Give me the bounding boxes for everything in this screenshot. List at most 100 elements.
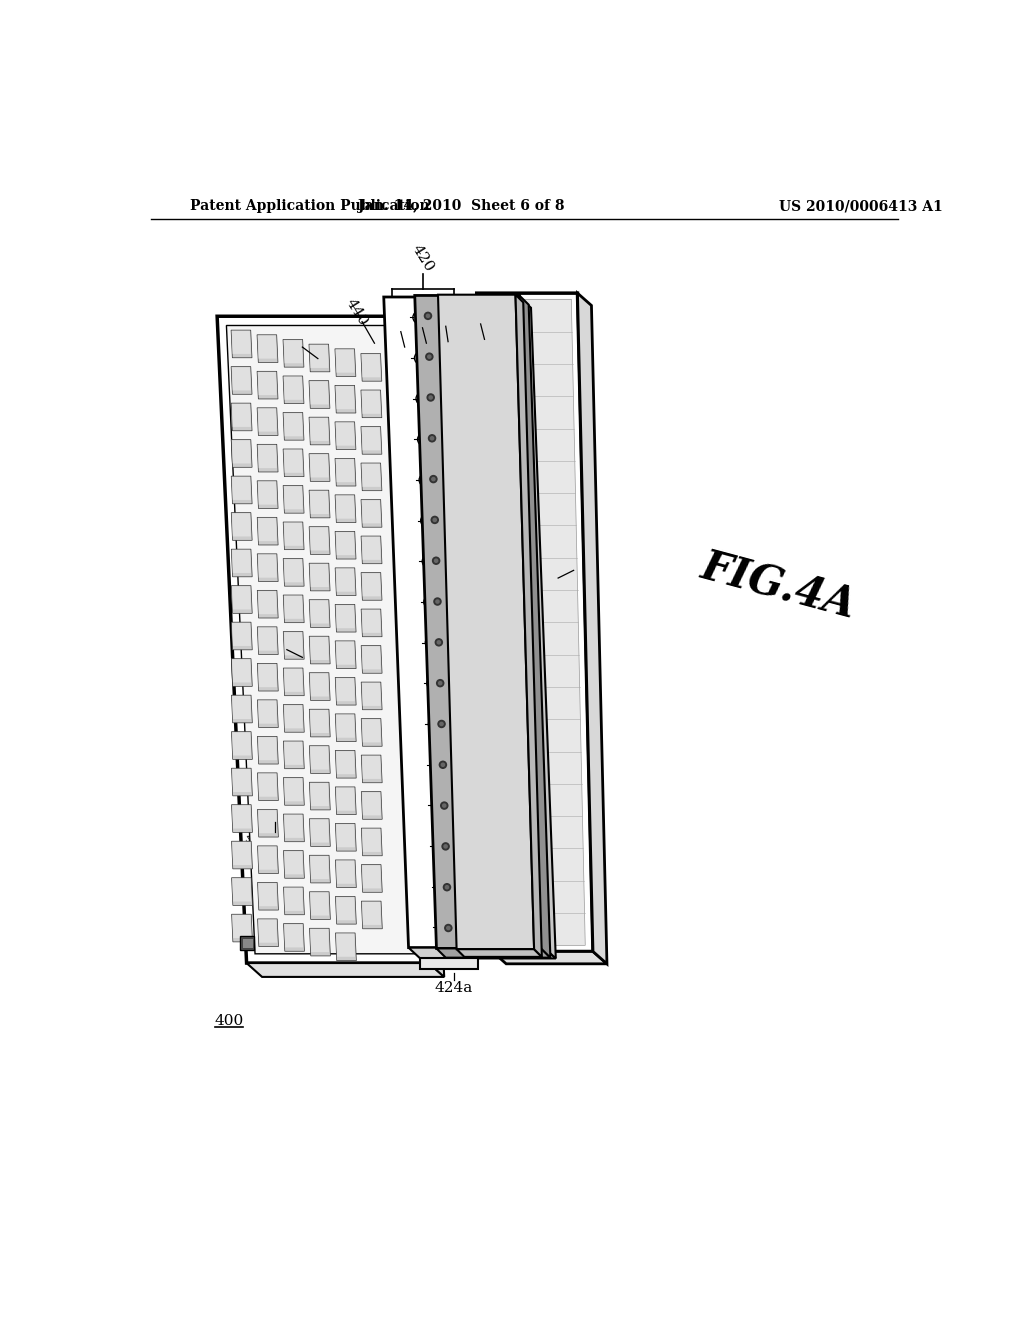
- Circle shape: [467, 436, 475, 444]
- Polygon shape: [258, 737, 278, 760]
- Circle shape: [474, 557, 482, 565]
- Polygon shape: [361, 609, 382, 636]
- Polygon shape: [284, 631, 304, 659]
- Polygon shape: [232, 477, 251, 500]
- Polygon shape: [310, 857, 329, 879]
- Circle shape: [446, 925, 451, 931]
- Polygon shape: [257, 480, 279, 508]
- Polygon shape: [285, 888, 303, 911]
- Polygon shape: [336, 898, 355, 920]
- Polygon shape: [362, 902, 381, 925]
- Polygon shape: [284, 595, 303, 619]
- Polygon shape: [310, 783, 329, 807]
- Polygon shape: [258, 919, 279, 946]
- Circle shape: [464, 354, 472, 362]
- Polygon shape: [284, 741, 304, 768]
- Polygon shape: [284, 558, 304, 586]
- Circle shape: [436, 640, 441, 644]
- Polygon shape: [232, 879, 251, 902]
- Circle shape: [483, 842, 490, 850]
- Polygon shape: [284, 632, 303, 655]
- Polygon shape: [336, 387, 354, 409]
- Polygon shape: [309, 928, 331, 956]
- Polygon shape: [309, 564, 330, 591]
- Text: 452: 452: [265, 627, 293, 660]
- Polygon shape: [232, 586, 251, 610]
- Circle shape: [482, 801, 490, 810]
- Polygon shape: [284, 521, 304, 549]
- Circle shape: [463, 313, 470, 321]
- Polygon shape: [285, 851, 303, 874]
- Polygon shape: [336, 933, 355, 957]
- Polygon shape: [515, 294, 542, 957]
- Circle shape: [432, 760, 440, 768]
- Circle shape: [429, 475, 437, 483]
- Circle shape: [428, 434, 436, 442]
- Polygon shape: [335, 642, 356, 668]
- Polygon shape: [284, 341, 302, 363]
- Polygon shape: [284, 814, 304, 842]
- Circle shape: [431, 721, 438, 727]
- Polygon shape: [258, 810, 278, 833]
- Polygon shape: [309, 345, 330, 372]
- Polygon shape: [309, 892, 331, 920]
- Polygon shape: [335, 385, 356, 413]
- Polygon shape: [362, 829, 381, 851]
- Polygon shape: [362, 866, 381, 888]
- Polygon shape: [309, 783, 331, 810]
- Polygon shape: [310, 747, 329, 770]
- Polygon shape: [309, 673, 330, 701]
- Circle shape: [480, 760, 487, 768]
- Polygon shape: [258, 445, 276, 469]
- Polygon shape: [231, 367, 252, 395]
- Polygon shape: [231, 768, 252, 796]
- Polygon shape: [257, 737, 279, 764]
- Polygon shape: [519, 296, 550, 958]
- Polygon shape: [231, 586, 252, 614]
- Circle shape: [486, 924, 495, 932]
- Polygon shape: [258, 882, 279, 909]
- Polygon shape: [284, 413, 303, 437]
- Circle shape: [439, 722, 443, 726]
- Text: 400: 400: [214, 1014, 244, 1028]
- Circle shape: [430, 436, 434, 441]
- Polygon shape: [231, 330, 252, 358]
- Polygon shape: [361, 755, 382, 783]
- Text: 430: 430: [463, 300, 490, 333]
- Text: 460: 460: [265, 812, 293, 845]
- Polygon shape: [336, 605, 354, 628]
- Polygon shape: [310, 381, 329, 404]
- Polygon shape: [310, 892, 329, 916]
- Polygon shape: [258, 774, 278, 797]
- Polygon shape: [241, 936, 254, 950]
- Polygon shape: [310, 454, 329, 478]
- Polygon shape: [361, 792, 382, 820]
- Polygon shape: [361, 500, 381, 523]
- Polygon shape: [284, 450, 303, 473]
- Polygon shape: [361, 645, 382, 673]
- Polygon shape: [258, 846, 278, 870]
- Polygon shape: [258, 482, 276, 504]
- Circle shape: [476, 680, 484, 688]
- Text: 424a: 424a: [434, 981, 473, 995]
- Polygon shape: [232, 696, 251, 719]
- Circle shape: [477, 599, 481, 603]
- Polygon shape: [360, 389, 382, 417]
- Polygon shape: [257, 554, 279, 582]
- Polygon shape: [519, 297, 556, 958]
- Polygon shape: [361, 682, 381, 706]
- Polygon shape: [232, 805, 251, 829]
- Circle shape: [473, 477, 477, 482]
- Circle shape: [419, 395, 426, 403]
- Circle shape: [479, 719, 487, 729]
- Polygon shape: [336, 788, 355, 810]
- Polygon shape: [232, 915, 251, 939]
- Text: 461: 461: [240, 832, 267, 863]
- Polygon shape: [232, 550, 251, 573]
- Circle shape: [475, 597, 483, 606]
- Polygon shape: [309, 746, 331, 774]
- Polygon shape: [335, 824, 356, 851]
- Polygon shape: [436, 948, 550, 958]
- Polygon shape: [361, 682, 382, 710]
- Circle shape: [473, 598, 481, 606]
